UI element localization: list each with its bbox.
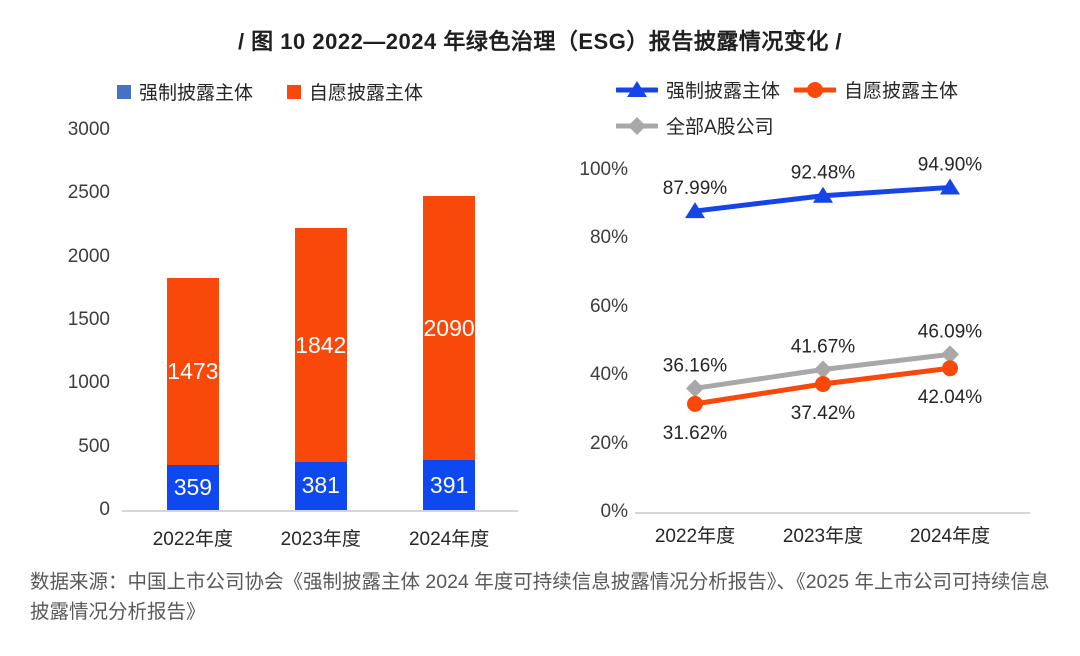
- legend-item-all-a-share: 全部A股公司: [614, 112, 774, 139]
- bar-segment: 2090: [423, 195, 476, 461]
- bar-category-label: 2023年度: [280, 529, 361, 550]
- circle-marker-icon: [942, 360, 958, 377]
- legend-item-voluntary-line: 自愿披露主体: [792, 76, 959, 103]
- legend-item-voluntary: 自愿披露主体: [287, 78, 423, 105]
- point-value-label: 94.90%: [918, 154, 983, 175]
- bar-ytick-label: 1000: [67, 372, 110, 394]
- source-note: 数据来源：中国上市公司协会《强制披露主体 2024 年度可持续信息披露情况分析报…: [30, 571, 1050, 623]
- bar-segment: 359: [166, 464, 219, 510]
- mandatory-line-swatch-icon: [614, 80, 660, 99]
- mandatory-square-swatch-icon: [116, 84, 131, 99]
- line-chart-legend: 强制披露主体 自愿披露主体 全部A股公司: [614, 76, 959, 148]
- line-category-label: 2023年度: [783, 525, 863, 547]
- triangle-marker-icon: [627, 80, 647, 97]
- legend-item-mandatory: 强制披露主体: [116, 78, 253, 105]
- all-a-share-line-swatch-icon: [614, 116, 660, 135]
- bar-value-label: 1842: [295, 331, 347, 358]
- line-ytick-label: 40%: [589, 364, 628, 386]
- point-value-label: 42.04%: [918, 387, 983, 408]
- bar-ytick-label: 2500: [67, 182, 110, 204]
- legend-label-all-a-share: 全部A股公司: [666, 117, 774, 138]
- bar-xaxis-line: [122, 510, 518, 512]
- circle-marker-icon: [807, 81, 824, 98]
- circle-marker-icon: [815, 376, 831, 393]
- bar-value-label: 359: [173, 473, 213, 500]
- line-ytick-label: 0%: [600, 501, 628, 522]
- line-legend-row-2: 全部A股公司: [614, 112, 958, 139]
- voluntary-square-swatch-icon: [287, 84, 301, 99]
- line-ytick-label: 20%: [589, 432, 628, 454]
- line-ytick-label: 100%: [579, 159, 628, 180]
- diamond-marker-icon: [628, 116, 646, 135]
- point-value-label: 92.48%: [791, 163, 856, 184]
- line-ytick-label: 80%: [589, 227, 628, 249]
- bar-value-label: 2090: [423, 314, 475, 341]
- bar-chart-panel: 强制披露主体 自愿披露主体 0 500 1000 1500 2000 2500 3000 1…: [0, 66, 540, 586]
- line-chart-svg: 36.16% 41.67% 46.09% 31.62% 37.42% 42.04% 87.9…: [655, 154, 990, 547]
- legend-label-voluntary: 自愿披露主体: [309, 83, 424, 104]
- triangle-marker-icon: [940, 178, 960, 195]
- triangle-marker-icon: [685, 202, 705, 219]
- bar-segment: 381: [294, 461, 347, 510]
- bar-ytick-label: 1500: [67, 309, 110, 330]
- bar-stack: 1842 381: [294, 228, 347, 510]
- bar-chart-legend: 强制披露主体 自愿披露主体: [0, 78, 540, 105]
- bar-ytick-label: 500: [78, 435, 110, 457]
- triangle-marker-icon: [813, 186, 833, 203]
- point-value-label: 31.62%: [663, 423, 728, 444]
- bar-segment: 391: [423, 460, 476, 510]
- line-ytick-label: 60%: [589, 295, 628, 317]
- bar-stack: 2090 391: [423, 195, 476, 510]
- point-value-label: 36.16%: [663, 355, 728, 376]
- bar-chart-area: 0 500 1000 1500 2000 2500 3000 1473 359 2022年度 18…: [0, 106, 540, 576]
- diamond-marker-icon: [686, 379, 704, 398]
- bar-plot: 1473 359 2022年度 1842 381 2023年度 2090 391 2024年度: [122, 130, 518, 550]
- bar-stack: 1473 359: [166, 277, 219, 510]
- line-category-label: 2022年度: [655, 525, 735, 547]
- circle-marker-icon: [687, 395, 703, 412]
- bar-value-label: 381: [301, 472, 340, 499]
- bar-yaxis: 0 500 1000 1500 2000 2500 3000: [20, 119, 110, 520]
- legend-label-mandatory-line: 强制披露主体: [666, 81, 781, 102]
- bar-ytick-label: 0: [99, 499, 110, 520]
- bar-category-label: 2022年度: [152, 529, 234, 550]
- bar-ytick-label: 3000: [67, 119, 110, 140]
- line-chart-panel: 强制披露主体 自愿披露主体 全部A股公司 0% 20% 40% 60% 80% 100% …: [540, 66, 1080, 586]
- point-value-label: 41.67%: [791, 336, 856, 357]
- legend-item-mandatory-line: 强制披露主体: [614, 76, 781, 103]
- diamond-marker-icon: [814, 360, 832, 379]
- legend-label-mandatory: 强制披露主体: [138, 83, 253, 104]
- bar-value-label: 391: [429, 471, 469, 498]
- legend-label-voluntary-line: 自愿披露主体: [844, 81, 959, 102]
- bar-category-label: 2024年度: [408, 529, 490, 550]
- bar-segment: 1842: [294, 228, 347, 462]
- line-yaxis: 0% 20% 40% 60% 80% 100%: [540, 150, 628, 522]
- line-legend-row-1: 强制披露主体 自愿披露主体: [614, 76, 959, 103]
- voluntary-line-swatch-icon: [792, 81, 838, 99]
- bar-ytick-label: 2000: [67, 245, 110, 267]
- diamond-marker-icon: [941, 345, 959, 364]
- figure-title: / 图 10 2022—2024 年绿色治理（ESG）报告披露情况变化 /: [237, 29, 843, 54]
- bar-value-label: 1473: [167, 357, 219, 384]
- bar-segment: 1473: [166, 277, 219, 465]
- point-value-label: 87.99%: [663, 178, 728, 199]
- point-value-label: 46.09%: [918, 321, 983, 342]
- line-xaxis-line: [635, 512, 1030, 514]
- line-category-label: 2024年度: [910, 525, 990, 547]
- line-plot: 36.16% 41.67% 46.09% 31.62% 37.42% 42.04% 87.9…: [635, 150, 1030, 547]
- point-value-label: 37.42%: [791, 403, 856, 424]
